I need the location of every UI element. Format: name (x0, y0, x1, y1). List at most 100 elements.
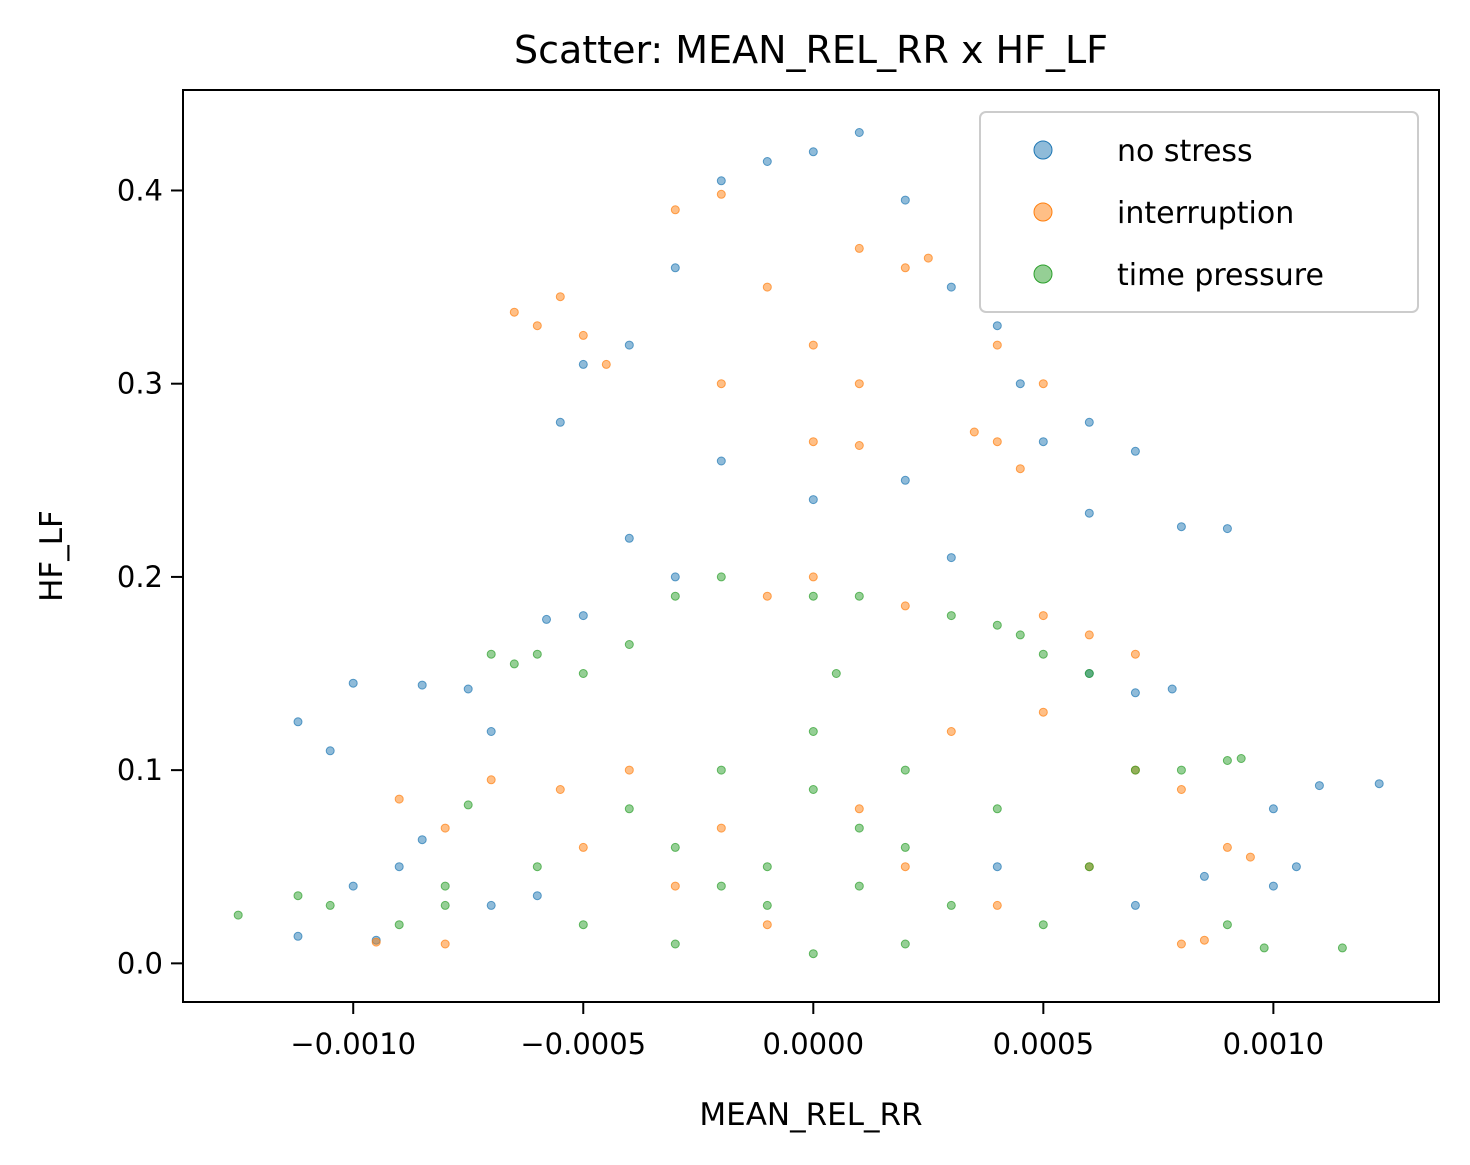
point-time-pressure-46 (716, 881, 726, 891)
point-no-stress-14 (1130, 446, 1140, 456)
legend-label-interruption: interruption (1117, 196, 1294, 231)
point-no-stress-28 (348, 678, 358, 688)
point-interruption-28 (946, 727, 956, 736)
point-time-pressure-21 (1222, 756, 1232, 765)
point-time-pressure-16 (1015, 630, 1025, 640)
point-interruption-8 (532, 321, 542, 331)
point-interruption-7 (509, 307, 519, 317)
point-time-pressure-49 (831, 669, 841, 678)
point-no-stress-11 (1015, 379, 1025, 389)
point-interruption-30 (555, 785, 565, 794)
x-axis: −0.0010 −0.0005 0.0000 0.0005 0.0010 (290, 1002, 1324, 1061)
point-no-stress-5 (670, 263, 680, 273)
point-interruption-10 (601, 359, 611, 369)
point-time-pressure-11 (716, 572, 726, 582)
point-interruption-13 (854, 379, 864, 389)
point-no-stress-15 (1222, 524, 1232, 534)
point-time-pressure-3 (394, 920, 404, 930)
point-interruption-37 (1222, 842, 1232, 852)
series-time-pressure (233, 572, 1347, 959)
point-no-stress-7 (992, 321, 1002, 331)
point-interruption-20 (854, 441, 864, 450)
point-time-pressure-0 (233, 910, 243, 920)
point-time-pressure-4 (440, 900, 450, 910)
point-no-stress-21 (624, 533, 634, 543)
point-interruption-41 (440, 939, 450, 949)
point-interruption-19 (808, 437, 818, 447)
point-time-pressure-36 (762, 862, 772, 872)
point-interruption-32 (394, 794, 404, 804)
y-tick-label: 0.1 (117, 753, 163, 787)
point-time-pressure-20 (1176, 765, 1186, 775)
point-no-stress-8 (624, 340, 634, 350)
point-time-pressure-13 (854, 591, 864, 601)
point-no-stress-29 (325, 746, 335, 756)
point-no-stress-2 (762, 157, 772, 166)
chart-title: Scatter: MEAN_REL_RR x HF_LF (514, 28, 1108, 72)
point-interruption-36 (1176, 785, 1186, 794)
point-time-pressure-38 (946, 900, 956, 910)
point-no-stress-18 (900, 475, 910, 485)
point-no-stress-33 (1167, 684, 1177, 694)
point-no-stress-44 (293, 931, 303, 941)
point-interruption-24 (1038, 611, 1048, 621)
point-time-pressure-40 (578, 920, 588, 930)
point-no-stress-32 (1130, 688, 1140, 698)
point-no-stress-27 (417, 680, 427, 690)
point-time-pressure-5 (486, 649, 496, 659)
point-interruption-44 (900, 862, 910, 872)
point-interruption-46 (854, 804, 864, 814)
point-time-pressure-26 (1084, 862, 1094, 872)
point-time-pressure-35 (670, 842, 680, 852)
point-interruption-27 (1038, 707, 1048, 717)
point-no-stress-23 (670, 572, 680, 582)
point-no-stress-31 (486, 727, 496, 736)
point-interruption-25 (1084, 630, 1094, 640)
point-no-stress-13 (1084, 417, 1094, 427)
point-interruption-48 (992, 900, 1002, 910)
point-no-stress-41 (417, 835, 427, 845)
point-no-stress-1 (854, 128, 864, 137)
point-no-stress-35 (1314, 781, 1324, 791)
legend-box (979, 111, 1419, 313)
x-tick-label: 0.0000 (763, 1027, 864, 1061)
point-no-stress-12 (1038, 437, 1048, 447)
points-layer (233, 128, 1384, 959)
point-no-stress-9 (578, 359, 588, 369)
point-time-pressure-6 (509, 659, 519, 669)
point-time-pressure-14 (946, 611, 956, 621)
y-tick-label: 0.3 (117, 367, 163, 401)
x-tick-label: −0.0005 (520, 1027, 646, 1061)
x-axis-label: MEAN_REL_RR (699, 1097, 922, 1133)
legend-label-time-pressure: time pressure (1117, 258, 1324, 293)
point-no-stress-37 (1268, 804, 1278, 814)
point-interruption-5 (923, 253, 933, 263)
point-interruption-26 (1130, 649, 1140, 659)
point-no-stress-36 (1374, 779, 1384, 789)
point-no-stress-43 (348, 881, 358, 891)
point-interruption-6 (555, 292, 565, 302)
point-no-stress-26 (463, 684, 473, 694)
point-interruption-3 (900, 263, 910, 273)
x-tick-label: 0.0010 (1223, 1027, 1324, 1061)
point-interruption-11 (716, 379, 726, 389)
point-interruption-2 (854, 243, 864, 253)
legend-marker-no-stress (1033, 140, 1053, 160)
point-no-stress-48 (1130, 900, 1140, 910)
point-no-stress-3 (716, 176, 726, 186)
point-interruption-15 (1038, 379, 1048, 389)
plot-frame (182, 89, 1440, 1003)
point-no-stress-38 (1291, 862, 1301, 872)
point-time-pressure-44 (762, 900, 772, 910)
point-time-pressure-9 (624, 640, 634, 649)
legend-marker-interruption (1033, 202, 1053, 222)
point-time-pressure-2 (325, 900, 335, 910)
point-interruption-14 (992, 340, 1002, 350)
point-no-stress-25 (542, 614, 551, 624)
point-time-pressure-22 (1236, 754, 1246, 763)
point-no-stress-17 (1084, 508, 1094, 518)
point-no-stress-30 (293, 717, 303, 727)
point-time-pressure-47 (900, 842, 910, 852)
point-time-pressure-33 (440, 881, 450, 891)
